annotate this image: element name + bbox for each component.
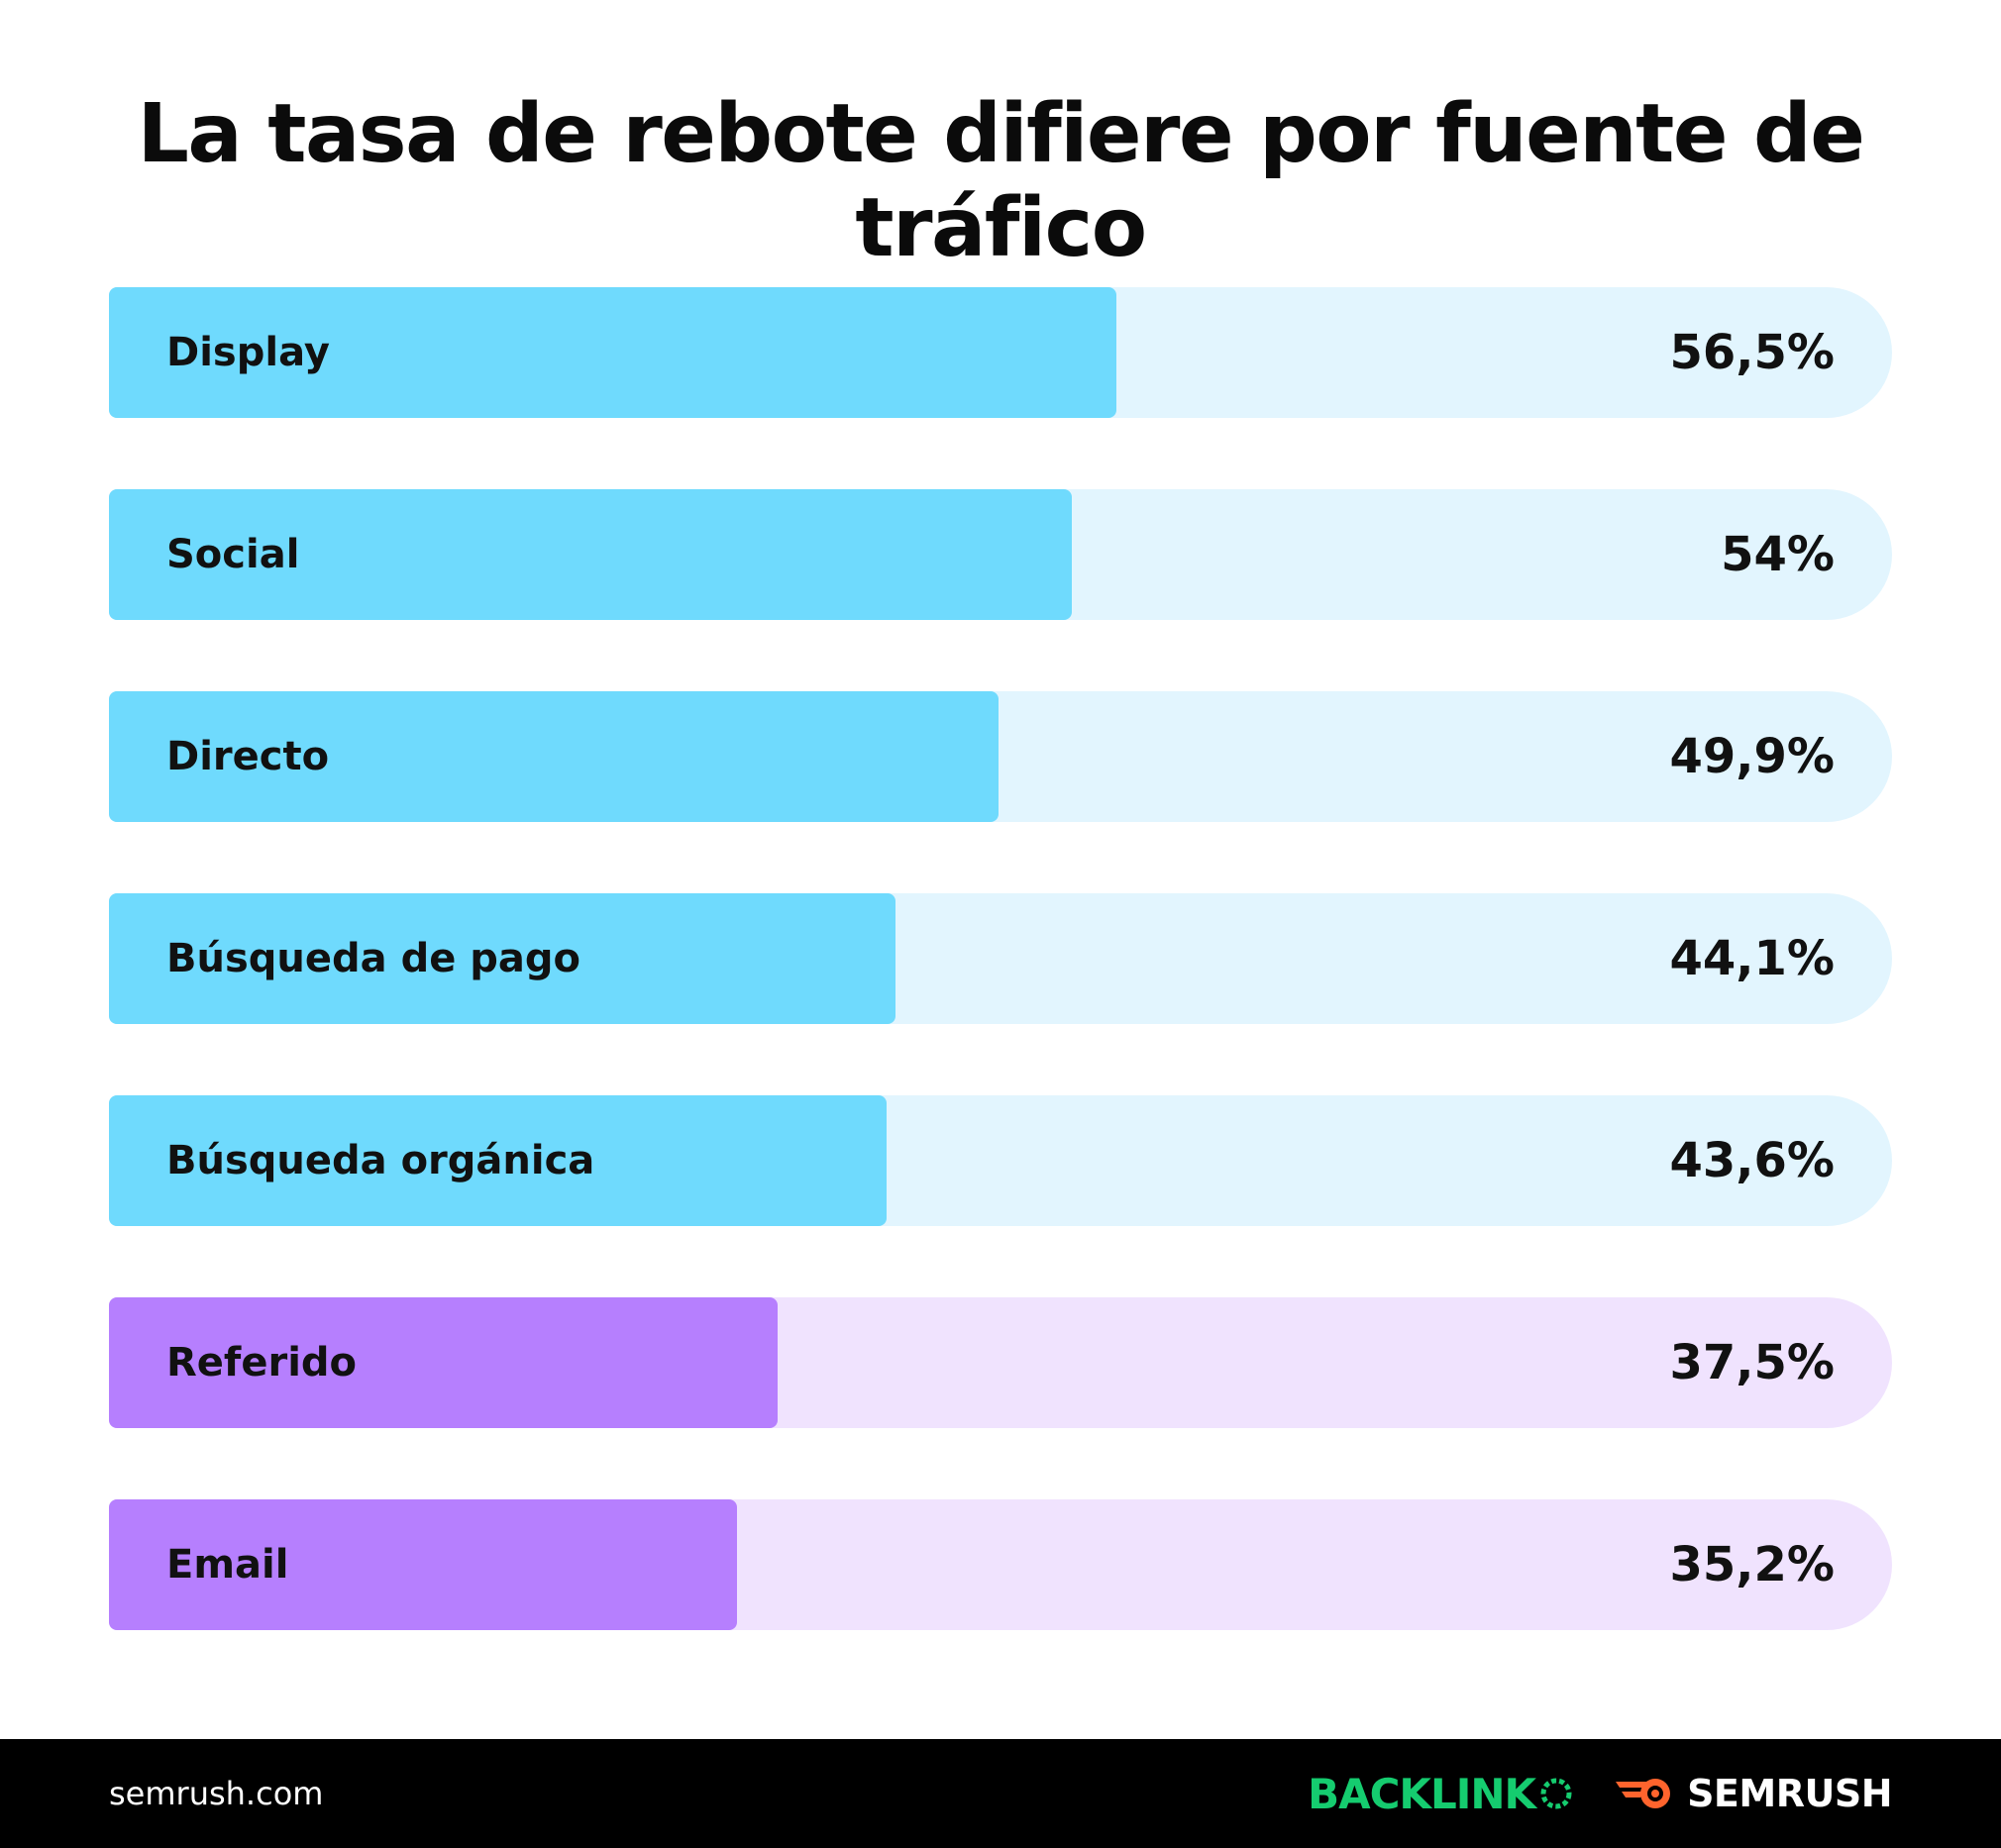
bar xyxy=(109,489,1072,620)
bar-row: Búsqueda orgánica 43,6% xyxy=(109,1095,1892,1226)
bar xyxy=(109,1499,737,1630)
bar xyxy=(109,691,999,822)
bar xyxy=(109,893,895,1024)
value-label: 43,6% xyxy=(1669,1133,1835,1188)
bar xyxy=(109,1297,778,1428)
category-label: Display xyxy=(166,330,330,375)
category-label: Búsqueda orgánica xyxy=(166,1138,595,1183)
bar-row: Email 35,2% xyxy=(109,1499,1892,1630)
semrush-logo-text: SEMRUSH xyxy=(1687,1772,1892,1815)
value-label: 35,2% xyxy=(1669,1537,1835,1592)
brand-logos: BACKLINK SEMRUSH xyxy=(1308,1739,1892,1848)
category-label: Directo xyxy=(166,734,330,779)
backlinko-logo: BACKLINK xyxy=(1308,1770,1574,1818)
bar-row: Directo 49,9% xyxy=(109,691,1892,822)
bar-row: Referido 37,5% xyxy=(109,1297,1892,1428)
bar-row: Búsqueda de pago 44,1% xyxy=(109,893,1892,1024)
bar-row: Social 54% xyxy=(109,489,1892,620)
category-label: Email xyxy=(166,1542,289,1588)
value-label: 44,1% xyxy=(1669,931,1835,986)
category-label: Referido xyxy=(166,1340,358,1386)
value-label: 37,5% xyxy=(1669,1335,1835,1390)
category-label: Social xyxy=(166,532,300,577)
semrush-logo: SEMRUSH xyxy=(1614,1772,1892,1815)
bar xyxy=(109,1095,887,1226)
backlinko-logo-text: BACKLINK xyxy=(1308,1769,1536,1818)
footer: semrush.com BACKLINK SEMRUSH xyxy=(0,1739,2001,1848)
value-label: 49,9% xyxy=(1669,729,1835,784)
value-label: 56,5% xyxy=(1669,325,1835,380)
chart-title: La tasa de rebote difiere por fuente de … xyxy=(137,87,1865,275)
semrush-flame-icon xyxy=(1616,1779,1671,1808)
bar-chart: Display 56,5% Social 54% Directo 49,9% Búsqued… xyxy=(109,287,1892,1630)
backlinko-o-icon xyxy=(1540,1778,1572,1809)
bar xyxy=(109,287,1116,418)
value-label: 54% xyxy=(1721,527,1835,582)
bar-row: Display 56,5% xyxy=(109,287,1892,418)
category-label: Búsqueda de pago xyxy=(166,936,580,981)
site-url: semrush.com xyxy=(109,1775,324,1812)
